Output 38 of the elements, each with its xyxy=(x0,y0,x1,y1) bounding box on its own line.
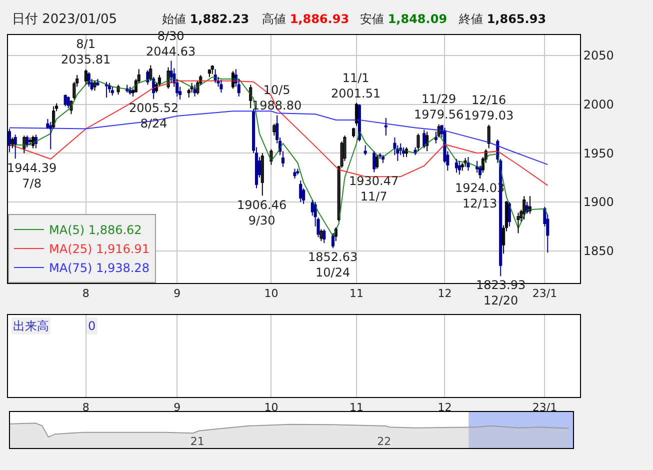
text: 日付 2023/01/05 xyxy=(12,12,118,27)
annotation: 1852.63 10/24 xyxy=(308,250,358,280)
annotation: 1930.47 11/7 xyxy=(349,174,399,204)
annotation: 8/1 2035.81 xyxy=(61,37,111,67)
x-tick-label: 21 xyxy=(190,435,204,448)
legend-label: MA(25) 1,916.91 xyxy=(49,242,150,256)
y-tick-label: 2000 xyxy=(583,98,614,112)
x-tick-label: 23/1 xyxy=(532,287,558,300)
x-tick-label: 11 xyxy=(349,287,364,300)
x-tick-label: 8 xyxy=(82,287,90,300)
text: 23/1 xyxy=(532,401,558,414)
annotation: 1906.46 9/30 xyxy=(237,198,287,228)
annotation: 2005.52 8/24 xyxy=(129,101,179,131)
text: 始値 1,882.23 xyxy=(162,12,250,26)
text: 0 xyxy=(88,319,96,333)
text: 12 xyxy=(438,401,452,414)
text: 出来高 xyxy=(13,319,49,333)
y-tick-label: 1950 xyxy=(583,146,614,160)
legend-label: MA(75) 1,938.28 xyxy=(49,261,150,276)
annotation: 1944.39 7/8 xyxy=(7,161,57,191)
y-tick-label: 1850 xyxy=(583,244,614,258)
x-tick-label: 12 xyxy=(438,287,452,300)
y-tick-label: 2050 xyxy=(583,48,614,63)
text: 終値 1,865.93 xyxy=(458,12,546,26)
annotation: 11/29 1979.56 xyxy=(414,92,464,122)
text: 11 xyxy=(349,401,364,414)
x-tick-label: 10 xyxy=(264,287,278,300)
x-tick-label: 9 xyxy=(174,287,181,300)
annotation: 12/16 1979.03 xyxy=(464,93,514,123)
text: 安値 1,848.09 xyxy=(360,12,448,26)
legend-label: MA(5) 1,886.62 xyxy=(49,223,142,238)
text: 9 xyxy=(174,401,181,414)
x-tick-label: 22 xyxy=(377,435,392,448)
text: 8 xyxy=(82,401,90,414)
text: 高値 1,886.93 xyxy=(262,12,350,26)
text: 10 xyxy=(264,401,278,414)
annotation: 11/1 2001.51 xyxy=(331,71,381,101)
y-tick-label: 1900 xyxy=(583,195,614,210)
